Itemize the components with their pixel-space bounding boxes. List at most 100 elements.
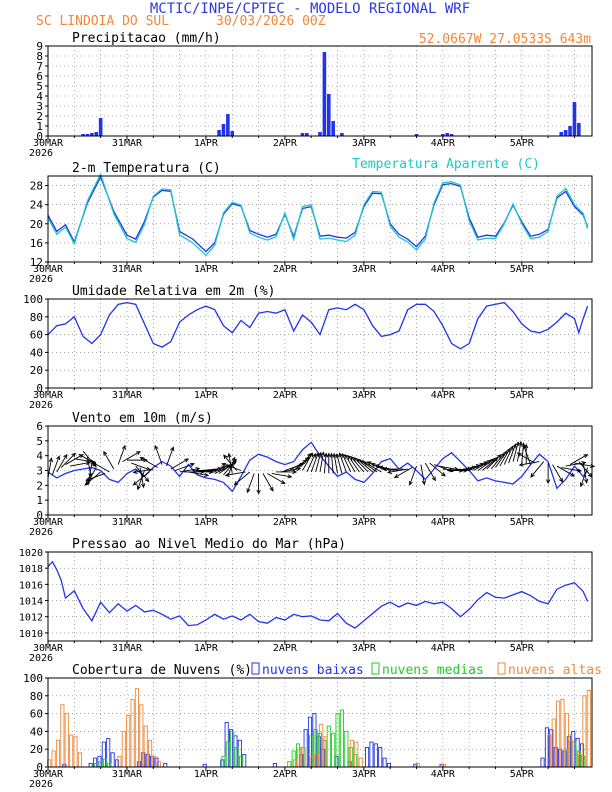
wind-arrow: [306, 452, 316, 473]
wind-arrow-shaft: [188, 471, 209, 476]
panel-frame: [47, 551, 593, 642]
wind-arrow-shaft: [482, 457, 498, 471]
wind-arrow-head: [378, 465, 384, 470]
wind-arrow-head: [132, 469, 138, 475]
precip-bar: [221, 124, 226, 136]
wind-arrow: [310, 452, 319, 473]
wind-arrow: [117, 444, 126, 465]
wind-arrow: [556, 465, 576, 477]
wind-arrow-shaft: [69, 462, 90, 467]
wind-arrow: [276, 469, 298, 475]
panel-rh: 0 20 40 60 80 100 30MAR 31MAR 1APR 2APR 3APR 4APR 5A…: [23, 284, 593, 411]
y-tick-label: 1012: [19, 613, 43, 624]
y-tick-label: 80: [30, 311, 43, 324]
x-tick-label: 1APR: [194, 264, 219, 275]
precip-bar: [441, 134, 445, 136]
y-tick-label: 1: [36, 120, 43, 133]
wind-arrow-head: [314, 452, 319, 458]
cloud-high-bar: [69, 734, 74, 768]
y-tick-label: 8: [36, 50, 43, 63]
wind-arrow: [47, 457, 54, 478]
x-tick-label: 30MAR: [33, 769, 64, 780]
wind-arrow-head: [338, 452, 343, 458]
x-tick-label: 5APR: [510, 517, 535, 528]
wind-arrow-head: [521, 442, 526, 448]
wind-arrow-head: [143, 457, 149, 463]
wind-arrow-shaft: [225, 471, 246, 476]
wind-arrow: [188, 471, 210, 477]
cloud-high-bar: [586, 690, 591, 768]
y-tick-label: 24: [30, 199, 44, 212]
wind-arrow-shaft: [580, 467, 589, 487]
wind-arrow-shaft: [166, 447, 174, 467]
cloud-mid-bar: [326, 725, 331, 768]
wind-arrow-head: [512, 443, 517, 449]
y-tick-label: 1010: [19, 629, 43, 640]
wind-arrow: [464, 462, 485, 471]
panel-title: 2-m Temperatura (C): [72, 161, 221, 176]
wind-arrow: [393, 467, 413, 479]
wind-arrow: [139, 456, 158, 468]
wind-arrow-head: [386, 469, 393, 475]
wind-arrow-shaft: [267, 473, 285, 484]
series-line-temperatura-aparente: [47, 172, 589, 257]
wind-arrow-shaft: [60, 453, 76, 468]
panel-pres: 1010 1012 1014 1016 1018 1020 30MAR 31MAR 1APR 2A…: [19, 537, 593, 664]
wind-arrow-shaft: [179, 468, 200, 473]
wind-arrow: [508, 443, 517, 464]
wind-arrow: [179, 466, 201, 473]
wind-arrow-head: [227, 452, 232, 458]
x-tick-label: 4APR: [431, 264, 456, 275]
wind-arrow-head: [280, 479, 286, 485]
x-year-label: 2026: [29, 400, 53, 411]
x-tick-label: 5APR: [510, 138, 535, 149]
x-tick-label: 3APR: [352, 390, 377, 401]
y-tick-label: 20: [30, 364, 43, 377]
wind-arrow-shaft: [490, 453, 505, 470]
wind-arrow-head: [374, 464, 380, 469]
wind-arrow-head: [224, 472, 230, 477]
wind-arrow-shaft: [271, 473, 292, 478]
wind-arrow: [579, 467, 589, 488]
series-line-ur: [47, 301, 589, 350]
wind-arrow-shaft: [315, 452, 322, 473]
wind-arrow-head: [231, 456, 236, 462]
legend-label: Temperatura Aparente (C): [352, 157, 540, 172]
wind-arrow: [359, 459, 378, 473]
x-tick-label: 1APR: [194, 517, 219, 528]
series-line-vento: [47, 441, 589, 493]
wind-arrow-shaft: [424, 462, 436, 481]
wind-arrow-head: [132, 481, 138, 486]
x-tick-label: 30MAR: [33, 390, 64, 401]
cloud-high-bar: [134, 688, 139, 768]
wind-arrow: [350, 455, 365, 473]
y-tick-label: 0: [36, 382, 43, 395]
cloud-low-bar: [365, 746, 370, 768]
y-tick-label: 4: [36, 90, 43, 103]
cloud-low-bar: [106, 738, 111, 768]
y-tick-label: 0: [36, 130, 43, 143]
wind-arrow-head: [221, 462, 227, 467]
wind-arrow: [246, 473, 255, 494]
wind-arrow-shaft: [561, 467, 582, 472]
panel-temp: 12 16 20 24 28 30MAR 31MAR 1APR 2APR 3APR 4APR 5APR…: [29, 157, 593, 285]
precip-bar: [217, 130, 221, 136]
wind-arrow: [132, 471, 150, 486]
wind-arrow-shaft: [297, 453, 312, 470]
wind-arrow-head: [370, 462, 376, 467]
wind-arrow-shaft: [293, 457, 310, 471]
wind-arrow-shaft: [133, 471, 150, 486]
panel-frame: [47, 425, 593, 516]
wind-arrow: [69, 461, 91, 467]
y-tick-label: 2: [36, 479, 43, 492]
wind-arrow-head: [558, 477, 564, 483]
wind-arrow-shaft: [582, 463, 588, 483]
wind-arrow: [386, 468, 408, 475]
wind-arrow-shaft: [65, 454, 84, 465]
wind-arrow-shaft: [85, 471, 101, 486]
wind-arrow: [341, 452, 352, 473]
wind-arrow-shaft: [363, 461, 382, 473]
x-tick-label: 1APR: [194, 643, 219, 654]
wind-arrow-shaft: [306, 453, 316, 473]
